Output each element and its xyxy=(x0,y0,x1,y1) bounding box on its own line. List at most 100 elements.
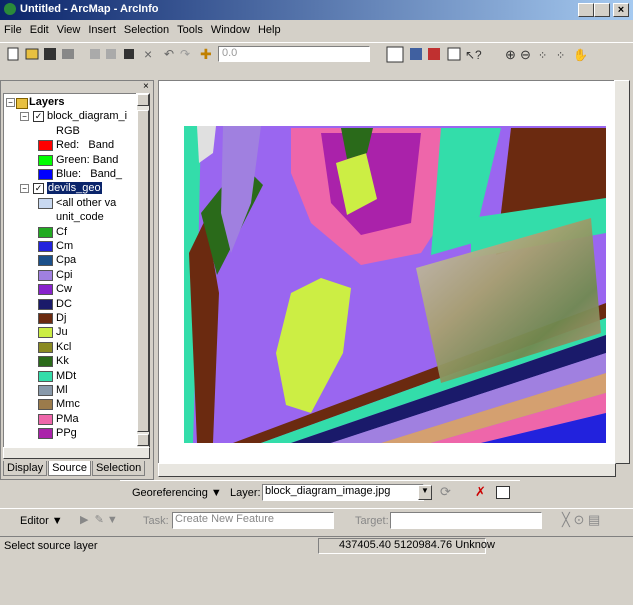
swatch xyxy=(38,154,53,166)
legend-swatch xyxy=(38,399,53,411)
editor-menu[interactable]: Editor ▼ xyxy=(20,515,63,527)
menu-item[interactable]: Tools xyxy=(177,24,203,36)
legend-label: Ju xyxy=(56,326,68,339)
legend-swatch xyxy=(38,241,53,252)
app-icon xyxy=(4,3,16,15)
map-vscroll[interactable] xyxy=(614,80,630,464)
layers-icon xyxy=(16,98,28,109)
legend-label: Dj xyxy=(56,312,67,324)
legend-label: Ml xyxy=(56,384,68,396)
root-label: Layers xyxy=(29,96,65,108)
svg-text:⊖: ⊖ xyxy=(520,47,531,62)
legend-swatch xyxy=(38,370,53,382)
layer-name[interactable]: block_diagram_i xyxy=(47,110,128,123)
editor-tools[interactable]: ╳ ⊙ ▤ xyxy=(562,512,601,527)
menu-item[interactable]: Selection xyxy=(123,24,170,36)
georef-menu-text: Georeferencing xyxy=(132,487,208,499)
minimize[interactable] xyxy=(578,3,594,17)
legend-label: Cw xyxy=(56,283,72,296)
legend-swatch xyxy=(38,313,53,324)
legend-label: Cpi xyxy=(56,268,73,281)
close[interactable]: × xyxy=(613,3,629,17)
menu-item[interactable]: Edit xyxy=(29,24,49,36)
legend-label: MDt xyxy=(56,369,77,382)
coords-panel: 437405.40 5120984.76 Unknow xyxy=(318,538,495,554)
swatch xyxy=(38,197,53,209)
toc-hscroll[interactable] xyxy=(3,447,150,459)
map-view[interactable] xyxy=(158,80,616,464)
task-label: Task: xyxy=(143,515,169,527)
tab[interactable]: Selection xyxy=(91,461,146,476)
expand-box[interactable]: − xyxy=(6,98,15,107)
maximize[interactable] xyxy=(594,3,610,17)
legend-swatch xyxy=(38,356,53,368)
svg-text:↶: ↶ xyxy=(164,47,174,61)
toolbar-icons: × ↶ ↷ ✚ ↖? ⊕ ⊖ ⁘ ⁘ ✋ xyxy=(7,46,588,63)
layer-item: Green: Band xyxy=(56,153,119,166)
menu-item[interactable]: Insert xyxy=(88,24,116,36)
legend-label: PPg xyxy=(56,427,77,440)
expand-box[interactable]: − xyxy=(20,184,29,194)
status-bar: Select source layer 437405.40 5120984.76… xyxy=(0,536,633,555)
edit-tool[interactable]: ▶ ✎ ▼ xyxy=(80,514,118,526)
georef-menu[interactable]: Georeferencing ▼ xyxy=(132,487,222,499)
tab[interactable]: Source xyxy=(48,461,91,476)
svg-text:⁘: ⁘ xyxy=(538,50,547,62)
menu-item[interactable]: File xyxy=(4,24,22,36)
checkbox[interactable]: ✓ xyxy=(33,111,44,123)
legend-label: Cf xyxy=(56,225,67,238)
editor-toolbar: Editor ▼ ▶ ✎ ▼ Task: Create New Feature … xyxy=(0,508,633,533)
link-table[interactable] xyxy=(496,486,510,499)
layer-name[interactable]: devils_geo xyxy=(47,182,102,195)
layer-tree: − Layers − ✓ block_diagram_i RGB Red: Band Gree… xyxy=(3,93,137,448)
target-dropdown[interactable] xyxy=(390,512,542,529)
georeferencing-toolbar: Georeferencing ▼ Layer: block_diagram_im… xyxy=(120,480,520,505)
scale-text: 0.0 xyxy=(222,47,238,59)
tab[interactable]: Display xyxy=(3,461,48,476)
layer-item: Blue: Band_ xyxy=(56,168,123,180)
menu-item[interactable]: Window xyxy=(210,24,250,36)
menu-item[interactable]: View xyxy=(56,24,81,36)
scale-field[interactable]: 0.0 xyxy=(218,46,370,62)
layer-dropdown[interactable]: block_diagram_image.jpg xyxy=(262,484,424,501)
svg-text:✋: ✋ xyxy=(573,48,588,62)
layer-label: Layer: xyxy=(230,487,261,499)
title-bar: Untitled - ArcMap - ArcInfo × xyxy=(0,0,633,20)
toc-vscroll[interactable] xyxy=(136,93,150,448)
add-control-points[interactable]: ✗ xyxy=(475,484,486,499)
rotate-tool[interactable]: ⟳ xyxy=(440,484,451,499)
svg-text:×: × xyxy=(144,46,152,62)
toc-close[interactable]: × xyxy=(143,81,149,92)
legend-swatch xyxy=(38,226,53,238)
expand-box[interactable]: − xyxy=(20,112,29,122)
arcmap-window: Untitled - ArcMap - ArcInfo × File Edit Vi… xyxy=(0,0,633,554)
dropdown-arrow[interactable]: ▼ xyxy=(418,485,432,500)
menu-bar: File Edit View Insert Selection Tools Window He… xyxy=(0,22,633,40)
map-hscroll[interactable] xyxy=(158,463,616,477)
svg-text:⁘: ⁘ xyxy=(556,50,565,62)
table-of-contents: × − Layers − ✓ block_diagram_i RGB Red: Band Gr… xyxy=(0,80,154,480)
checkbox[interactable]: ✓ xyxy=(33,183,44,195)
svg-text:↖?: ↖? xyxy=(465,48,482,62)
legend-swatch xyxy=(38,428,53,440)
layer-item: <all other va xyxy=(56,196,117,209)
layer-item: RGB xyxy=(56,124,80,137)
legend-label: PMa xyxy=(56,412,79,425)
legend-label: Cm xyxy=(56,240,74,252)
legend-swatch xyxy=(38,284,53,296)
legend-swatch xyxy=(38,341,53,353)
legend-swatch xyxy=(38,327,53,339)
legend-swatch xyxy=(38,255,53,267)
editor-menu-text: Editor xyxy=(20,515,49,527)
legend-swatch xyxy=(38,298,53,310)
swatch xyxy=(38,169,53,180)
menu-item[interactable]: Help xyxy=(257,24,281,36)
legend-label: Kk xyxy=(56,355,69,368)
window-title: Untitled - ArcMap - ArcInfo xyxy=(20,3,159,15)
svg-text:⊕: ⊕ xyxy=(505,47,516,62)
task-dropdown[interactable]: Create New Feature xyxy=(172,512,334,529)
legend-label: Mmc xyxy=(56,398,80,411)
layer-name: block_diagram_image.jpg xyxy=(265,485,391,497)
svg-text:✚: ✚ xyxy=(200,46,212,62)
standard-toolbar: × ↶ ↷ ✚ ↖? ⊕ ⊖ ⁘ ⁘ ✋ 0.0 xyxy=(0,42,633,65)
